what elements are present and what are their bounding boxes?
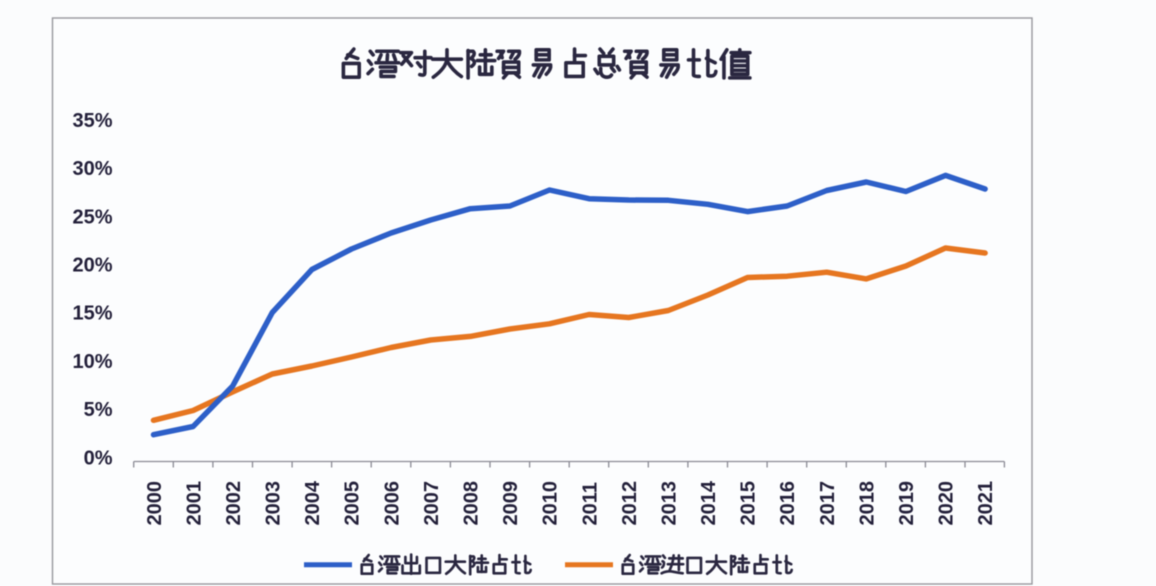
svg-text:2014: 2014 bbox=[698, 480, 720, 525]
svg-text:2005: 2005 bbox=[342, 481, 364, 526]
svg-text:2007: 2007 bbox=[421, 481, 443, 526]
svg-text:2008: 2008 bbox=[461, 481, 483, 526]
svg-text:2010: 2010 bbox=[540, 481, 562, 526]
svg-text:15%: 15% bbox=[72, 303, 112, 325]
svg-text:0%: 0% bbox=[84, 447, 113, 469]
svg-text:2015: 2015 bbox=[738, 481, 760, 526]
svg-text:2019: 2019 bbox=[896, 481, 918, 526]
svg-text:2018: 2018 bbox=[856, 481, 878, 526]
svg-text:10%: 10% bbox=[72, 351, 112, 373]
svg-text:2017: 2017 bbox=[817, 481, 839, 526]
svg-text:2002: 2002 bbox=[223, 481, 245, 526]
svg-text:2009: 2009 bbox=[500, 481, 522, 526]
svg-text:2011: 2011 bbox=[579, 482, 601, 525]
svg-text:2004: 2004 bbox=[302, 480, 324, 525]
svg-text:25%: 25% bbox=[72, 206, 112, 228]
svg-text:30%: 30% bbox=[72, 158, 112, 180]
svg-text:2003: 2003 bbox=[263, 481, 285, 526]
svg-text:2013: 2013 bbox=[658, 481, 680, 526]
svg-text:2020: 2020 bbox=[936, 481, 958, 526]
svg-text:5%: 5% bbox=[84, 399, 113, 421]
svg-text:35%: 35% bbox=[72, 110, 112, 132]
svg-text:2012: 2012 bbox=[619, 481, 641, 526]
svg-text:2021: 2021 bbox=[975, 481, 997, 526]
svg-text:2016: 2016 bbox=[777, 481, 799, 526]
svg-text:2000: 2000 bbox=[144, 481, 166, 526]
svg-text:2001: 2001 bbox=[183, 481, 205, 526]
svg-text:2006: 2006 bbox=[381, 481, 403, 526]
svg-text:20%: 20% bbox=[72, 255, 112, 277]
